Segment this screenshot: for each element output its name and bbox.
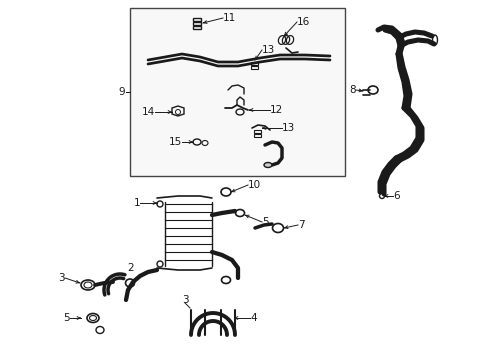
Text: 7: 7	[298, 220, 305, 230]
Text: 3: 3	[182, 295, 188, 305]
Text: 16: 16	[297, 17, 310, 27]
Text: 6: 6	[393, 191, 400, 201]
Text: 2: 2	[128, 263, 134, 273]
Bar	[254, 134, 261, 137]
Text: 13: 13	[282, 123, 295, 133]
Bar	[193, 22, 201, 25]
Bar	[193, 26, 201, 29]
Text: 13: 13	[262, 45, 275, 55]
Bar	[193, 18, 201, 21]
Text: 12: 12	[270, 105, 283, 115]
Text: 15: 15	[169, 137, 182, 147]
Text: 3: 3	[58, 273, 65, 283]
Text: 4: 4	[250, 313, 257, 323]
Text: 10: 10	[248, 180, 261, 190]
Text: 9: 9	[119, 87, 125, 97]
Text: 5: 5	[262, 217, 269, 227]
Text: 5: 5	[63, 313, 70, 323]
Bar	[254, 130, 261, 133]
Bar	[251, 66, 258, 69]
Text: 11: 11	[223, 13, 236, 23]
Text: 1: 1	[133, 198, 140, 208]
Text: 8: 8	[349, 85, 356, 95]
Bar	[130, 8, 345, 176]
Text: 14: 14	[142, 107, 155, 117]
Bar	[251, 62, 258, 65]
Ellipse shape	[264, 162, 272, 167]
